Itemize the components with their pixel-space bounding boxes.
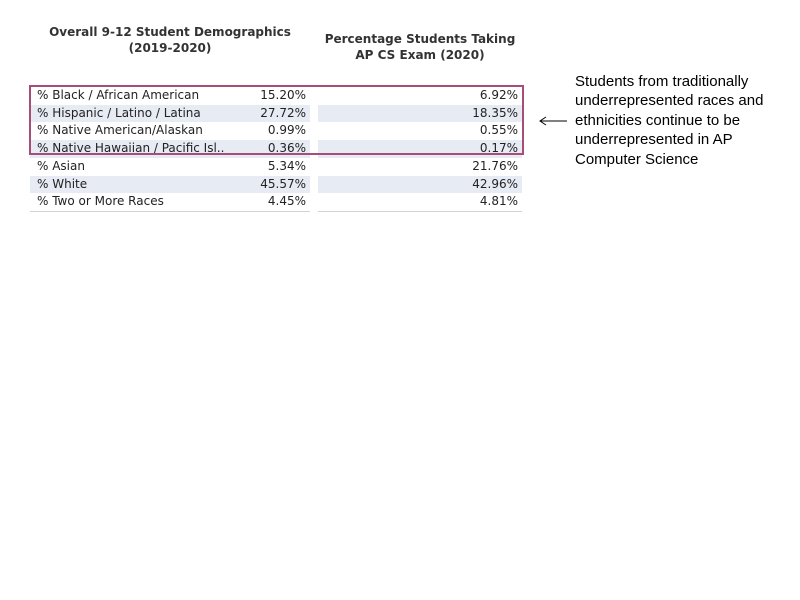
ap-cs-row: 4.81% [318,193,522,211]
ap-cs-row: 42.96% [318,175,522,194]
demographics-value: 0.36% [267,141,306,156]
row-label: % Native American/Alaskan [37,123,203,138]
ap-cs-row: 18.35% [318,104,522,123]
ap-cs-table: 6.92% 18.35% 0.55% 0.17% 21.76% 42.96% 4.81% [318,87,522,212]
ap-cs-value: 21.76% [472,158,518,173]
demographics-value: 0.99% [267,123,306,138]
table-bottom-rule [318,210,522,212]
demographics-value: 45.57% [260,176,306,191]
demographics-value: 4.45% [267,194,306,209]
demographics-row: % Native Hawaiian / Pacific Isl.. 0.36% [30,140,310,158]
ap-cs-value: 0.17% [479,141,518,156]
demographics-title-line1: Overall 9-12 Student Demographics [49,25,291,39]
ap-cs-value: 18.35% [472,105,518,120]
annotation-text: Students from traditionally underreprese… [575,73,764,168]
ap-cs-value: 0.55% [479,123,518,138]
row-label: % White [37,176,88,191]
ap-cs-row: 0.55% [318,122,522,140]
demographics-value: 15.20% [260,88,306,102]
ap-cs-row: 21.76% [318,158,522,176]
demographics-value: 5.34% [267,158,306,173]
demographics-table: % Black / African American 15.20% % Hispan… [30,87,310,212]
demographics-row: % Two or More Races 4.45% [30,193,310,211]
ap-cs-title-line1: Percentage Students Taking [324,32,516,46]
row-label: % Two or More Races [37,194,164,209]
left-arrow-icon [539,116,567,126]
row-label: % Asian [37,158,85,173]
row-label: % Hispanic / Latino / Latina [37,105,201,120]
ap-cs-column-title: Percentage Students Taking AP CS Exam (2… [318,31,522,63]
demographics-column-title: Overall 9-12 Student Demographics (2019-… [30,24,310,56]
demographics-row: % Hispanic / Latino / Latina 27.72% [30,104,310,123]
demographics-title-line2: (2019-2020) [128,41,212,55]
demographics-value: 27.72% [260,105,306,120]
demographics-row: % Asian 5.34% [30,158,310,176]
ap-cs-title-line2: AP CS Exam (2020) [355,48,485,62]
demographics-row: % Black / African American 15.20% [30,87,310,105]
row-label: % Black / African American [37,88,200,102]
ap-cs-value: 4.81% [479,194,518,209]
table-bottom-rule [30,210,310,212]
demographics-row: % Native American/Alaskan 0.99% [30,122,310,140]
ap-cs-value: 6.92% [479,88,518,102]
ap-cs-value: 42.96% [472,176,518,191]
ap-cs-row: 6.92% [318,87,522,105]
ap-cs-row: 0.17% [318,140,522,158]
demographics-row: % White 45.57% [30,175,310,194]
row-label: % Native Hawaiian / Pacific Isl.. [37,141,225,156]
